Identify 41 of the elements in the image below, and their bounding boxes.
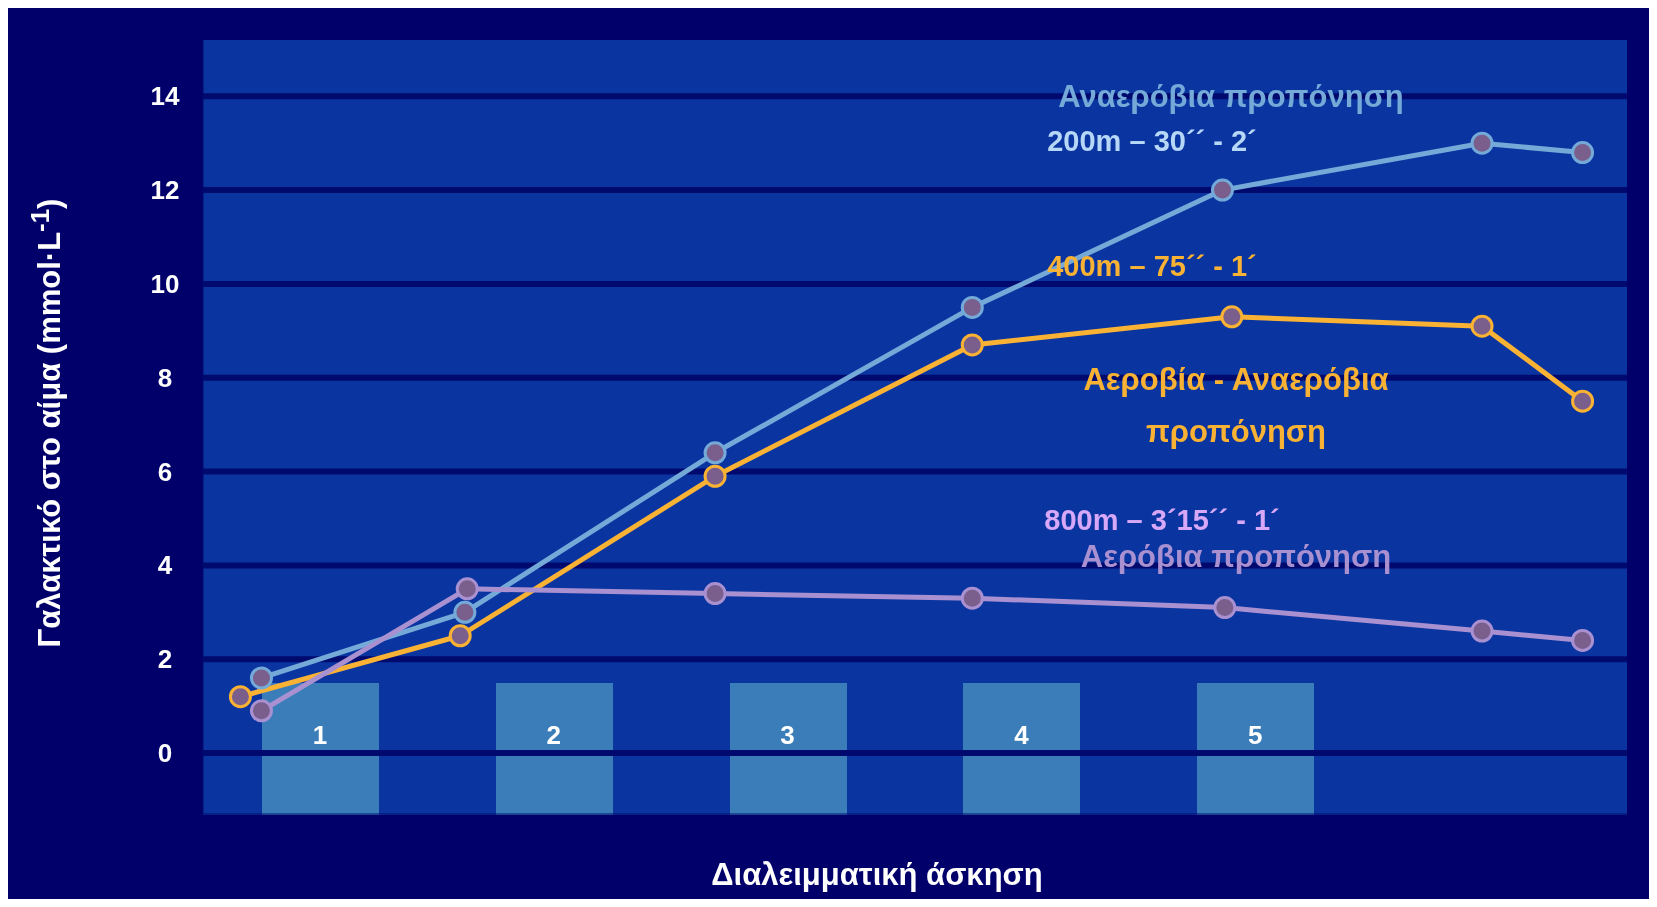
y-tick-label: 4 xyxy=(157,550,173,581)
annotation: 800m – 3´15´´ - 1´ xyxy=(1044,503,1280,537)
point xyxy=(1210,178,1234,202)
x-tick-label: 3 xyxy=(780,720,795,750)
point xyxy=(1220,305,1244,329)
point xyxy=(703,441,727,465)
y-tick-label: 2 xyxy=(157,644,173,675)
point xyxy=(1571,141,1595,165)
y-tick-label: 12 xyxy=(150,175,180,206)
x-tick-label: 4 xyxy=(1014,720,1030,750)
point xyxy=(453,600,477,624)
y-tick-label: 10 xyxy=(150,268,180,299)
y-tick-label: 0 xyxy=(157,738,173,769)
point xyxy=(228,685,252,709)
point xyxy=(960,333,984,357)
point xyxy=(703,464,727,488)
x-tick-label: 5 xyxy=(1247,720,1263,750)
annotation: 200m – 30´´ - 2´ xyxy=(1047,124,1257,158)
annotation: 400m – 75´´ - 1´ xyxy=(1047,249,1257,283)
point xyxy=(960,586,984,610)
x-tick-label: 2 xyxy=(546,720,561,750)
point xyxy=(1571,628,1595,652)
point xyxy=(703,582,727,606)
point xyxy=(1213,596,1237,620)
point xyxy=(1571,389,1595,413)
point xyxy=(1470,314,1494,338)
point xyxy=(960,295,984,319)
x-axis-title: Διαλειμματική άσκηση xyxy=(711,857,1043,893)
point xyxy=(448,624,472,648)
series-label: Αναερόβια προπόνηση xyxy=(1057,78,1405,116)
y-tick-label: 8 xyxy=(157,362,173,393)
y-tick-label: 6 xyxy=(157,456,173,487)
x-tick-label: 1 xyxy=(312,720,328,750)
point xyxy=(249,666,273,690)
series-label: Αερόβια προπόνηση xyxy=(1080,539,1392,574)
point xyxy=(1470,131,1494,155)
point xyxy=(455,577,479,601)
point xyxy=(249,699,273,723)
point xyxy=(1470,619,1494,643)
series-label: Αεροβία - Αναερόβια προπόνηση xyxy=(1082,361,1390,451)
y-tick-label: 14 xyxy=(150,81,180,112)
